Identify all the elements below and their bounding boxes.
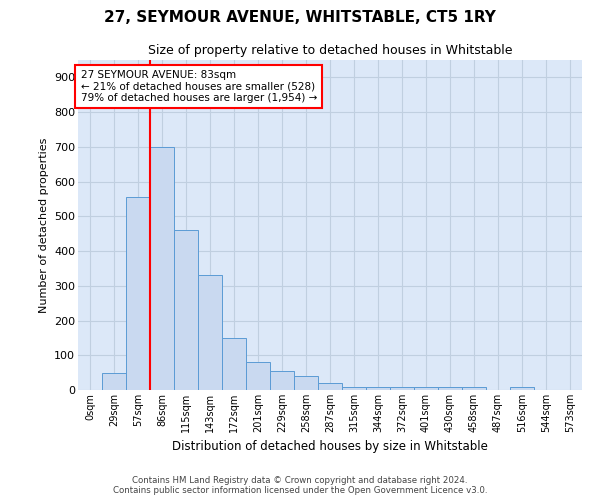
Bar bbox=[198, 276, 222, 390]
Y-axis label: Number of detached properties: Number of detached properties bbox=[38, 138, 49, 312]
Text: 27, SEYMOUR AVENUE, WHITSTABLE, CT5 1RY: 27, SEYMOUR AVENUE, WHITSTABLE, CT5 1RY bbox=[104, 10, 496, 25]
Text: Contains HM Land Registry data © Crown copyright and database right 2024.
Contai: Contains HM Land Registry data © Crown c… bbox=[113, 476, 487, 495]
Bar bbox=[438, 387, 462, 390]
Bar bbox=[246, 362, 270, 390]
Bar bbox=[102, 372, 126, 390]
Bar bbox=[174, 230, 198, 390]
Bar bbox=[270, 371, 294, 390]
Bar bbox=[510, 386, 534, 390]
Bar bbox=[462, 387, 486, 390]
Bar bbox=[414, 387, 438, 390]
Bar bbox=[222, 338, 246, 390]
Bar bbox=[390, 386, 414, 390]
Bar bbox=[126, 197, 150, 390]
X-axis label: Distribution of detached houses by size in Whitstable: Distribution of detached houses by size … bbox=[172, 440, 488, 454]
Bar bbox=[342, 386, 366, 390]
Bar bbox=[150, 147, 174, 390]
Bar bbox=[294, 376, 318, 390]
Bar bbox=[366, 386, 390, 390]
Bar bbox=[318, 383, 342, 390]
Text: 27 SEYMOUR AVENUE: 83sqm
← 21% of detached houses are smaller (528)
79% of detac: 27 SEYMOUR AVENUE: 83sqm ← 21% of detach… bbox=[80, 70, 317, 103]
Title: Size of property relative to detached houses in Whitstable: Size of property relative to detached ho… bbox=[148, 44, 512, 58]
